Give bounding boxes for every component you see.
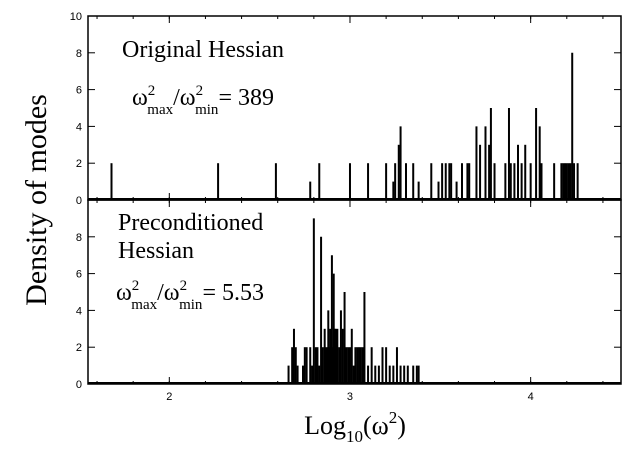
top-y-tick-label: 2 xyxy=(76,158,82,170)
top-y-tick-label: 8 xyxy=(76,48,82,60)
top-y-tick-label: 4 xyxy=(76,121,82,133)
x-tick-label: 2 xyxy=(166,391,172,403)
bottom-y-tick-label: 6 xyxy=(76,269,82,281)
bottom-y-tick-label: 4 xyxy=(76,305,82,317)
bottom-x-ticks: 2 3 4 xyxy=(96,200,604,403)
x-tick-label: 3 xyxy=(347,391,353,403)
bottom-panel: 0 2 4 6 8 2 3 4 Preconditioned Hessian ω2 max/ω… xyxy=(76,199,622,403)
top-y-tick-label: 0 xyxy=(76,195,82,207)
top-y-tick-label: 10 xyxy=(70,11,82,23)
top-x-ticks xyxy=(96,16,604,200)
bottom-bars xyxy=(88,218,621,384)
top-annotation-ratio: ω2 max/ω2 min= 389 xyxy=(132,83,274,118)
bottom-y-tick-label: 0 xyxy=(76,379,82,391)
top-annotation-title: Original Hessian xyxy=(122,37,284,63)
bottom-annotation-ratio: ω2 max/ω2 min= 5.53 xyxy=(116,278,264,313)
top-bars xyxy=(88,52,621,200)
x-tick-label: 4 xyxy=(528,391,534,403)
bottom-annotation-title-line2: Hessian xyxy=(118,238,194,264)
x-axis-label: Log10(ω2) xyxy=(304,408,406,446)
top-y-tick-label: 6 xyxy=(76,85,82,97)
y-axis-label: Density of modes xyxy=(20,94,53,306)
bottom-y-tick-label: 2 xyxy=(76,342,82,354)
bottom-y-tick-label: 8 xyxy=(76,232,82,244)
bottom-annotation-title-line1: Preconditioned xyxy=(118,210,263,236)
bottom-y-ticks: 0 2 4 6 8 xyxy=(76,232,621,391)
top-panel: 0 2 4 6 8 10 Original Hessian ω2 max/ω2 min= 38… xyxy=(70,11,622,207)
top-y-ticks: 0 2 4 6 8 10 xyxy=(70,11,621,207)
